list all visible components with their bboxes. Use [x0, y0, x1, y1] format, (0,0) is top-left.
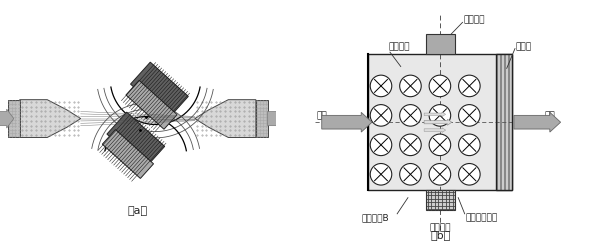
- Circle shape: [459, 105, 480, 126]
- Text: 信号电极: 信号电极: [429, 224, 451, 233]
- Bar: [510, 54, 512, 190]
- Text: 水流方向: 水流方向: [388, 42, 410, 51]
- Polygon shape: [102, 129, 153, 178]
- Circle shape: [459, 164, 480, 185]
- FancyArrow shape: [0, 109, 14, 128]
- Bar: [504, 54, 506, 190]
- Bar: [500, 54, 502, 190]
- Polygon shape: [20, 100, 81, 137]
- Bar: [496, 54, 498, 190]
- Circle shape: [429, 75, 450, 97]
- Text: （b）: （b）: [430, 230, 450, 240]
- Circle shape: [400, 134, 421, 156]
- Bar: [256, 100, 268, 137]
- Bar: [502, 54, 504, 190]
- Circle shape: [459, 134, 480, 156]
- Bar: [368, 54, 512, 190]
- FancyArrow shape: [268, 109, 294, 128]
- Polygon shape: [195, 100, 256, 137]
- Bar: [426, 34, 455, 54]
- Text: 分流筋: 分流筋: [516, 42, 532, 51]
- Circle shape: [400, 75, 421, 97]
- FancyArrow shape: [424, 128, 446, 132]
- Bar: [496, 54, 512, 190]
- Circle shape: [370, 75, 392, 97]
- Text: 出水: 出水: [544, 111, 555, 120]
- Circle shape: [370, 105, 392, 126]
- Bar: [498, 54, 500, 190]
- Text: 进水: 进水: [316, 111, 327, 120]
- Circle shape: [459, 75, 480, 97]
- Circle shape: [429, 134, 450, 156]
- Text: 接地电极: 接地电极: [464, 15, 485, 24]
- Polygon shape: [107, 112, 165, 168]
- FancyArrow shape: [322, 112, 372, 132]
- Bar: [506, 54, 508, 190]
- Text: （a）: （a）: [128, 206, 148, 216]
- FancyArrow shape: [424, 112, 446, 117]
- Polygon shape: [126, 80, 177, 129]
- Text: 射流速度测量: 射流速度测量: [465, 213, 498, 222]
- Circle shape: [429, 105, 450, 126]
- Bar: [508, 54, 510, 190]
- Circle shape: [370, 164, 392, 185]
- Circle shape: [370, 134, 392, 156]
- Bar: [426, 190, 455, 210]
- Circle shape: [400, 164, 421, 185]
- Text: 励磁磁场B: 励磁磁场B: [361, 213, 389, 222]
- Bar: [8, 100, 20, 137]
- Circle shape: [429, 164, 450, 185]
- Polygon shape: [131, 62, 188, 118]
- Circle shape: [400, 105, 421, 126]
- FancyArrow shape: [424, 119, 452, 125]
- FancyArrow shape: [514, 112, 561, 132]
